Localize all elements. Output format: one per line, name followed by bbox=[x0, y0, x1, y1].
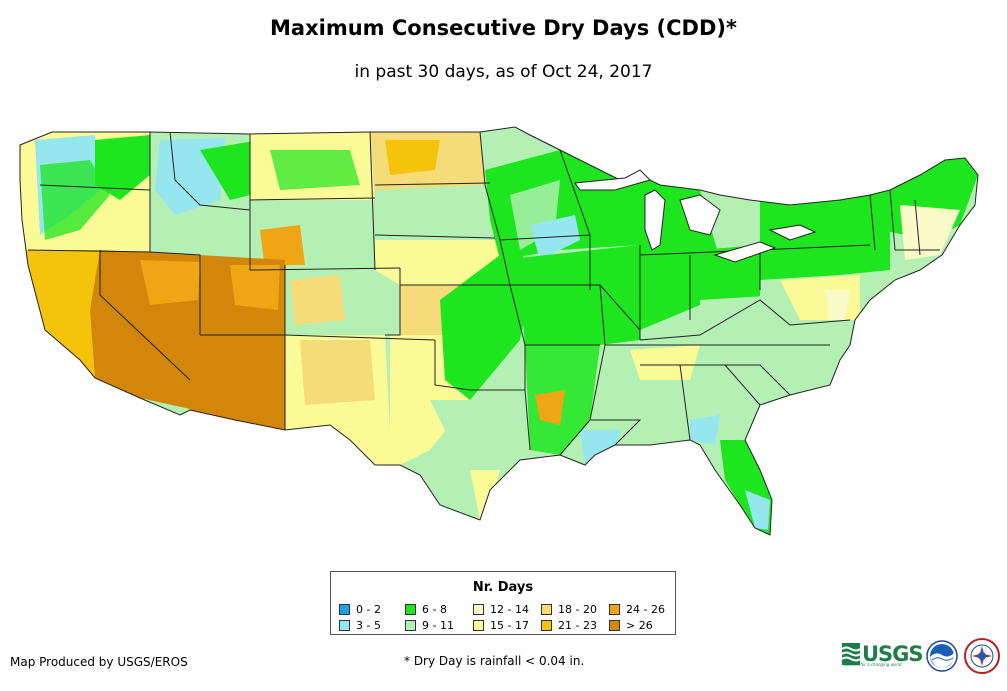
legend-label: 24 - 26 bbox=[626, 602, 665, 616]
legend-swatch bbox=[473, 603, 484, 615]
legend-item: 15 - 17 bbox=[473, 617, 541, 633]
legend-label: 0 - 2 bbox=[356, 602, 381, 616]
legend-item: 6 - 8 bbox=[405, 601, 473, 617]
legend-item: 12 - 14 bbox=[473, 601, 541, 617]
nws-logo-icon bbox=[964, 638, 1000, 674]
legend-swatch bbox=[405, 603, 416, 615]
usgs-wordmark: USGS bbox=[862, 642, 924, 666]
legend-title: Nr. Days bbox=[472, 580, 534, 595]
map-title: Maximum Consecutive Dry Days (CDD)* bbox=[270, 16, 737, 40]
legend-label: > 26 bbox=[626, 618, 653, 632]
legend-label: 18 - 20 bbox=[558, 602, 597, 616]
usgs-logo: USGS bbox=[842, 642, 924, 666]
usgs-tagline: science for a changing world bbox=[844, 662, 902, 667]
legend-swatch bbox=[339, 619, 350, 631]
legend-item: 3 - 5 bbox=[339, 617, 405, 633]
legend-item: 0 - 2 bbox=[339, 601, 405, 617]
agency-logos: USGS science for a changing world bbox=[842, 636, 1002, 676]
legend-swatch bbox=[609, 603, 620, 615]
legend-swatch bbox=[405, 619, 416, 631]
legend-label: 9 - 11 bbox=[422, 618, 454, 632]
noaa-logo-icon bbox=[926, 640, 958, 672]
legend-label: 12 - 14 bbox=[490, 602, 529, 616]
legend-swatch bbox=[609, 619, 620, 631]
usgs-waves-icon bbox=[842, 643, 860, 665]
legend-item: 21 - 23 bbox=[541, 617, 609, 633]
producer-credit: Map Produced by USGS/EROS bbox=[10, 655, 188, 669]
legend-swatch bbox=[541, 603, 552, 615]
legend-swatch bbox=[541, 619, 552, 631]
legend-item: > 26 bbox=[609, 617, 677, 633]
legend-item: 24 - 26 bbox=[609, 601, 677, 617]
map-subtitle: in past 30 days, as of Oct 24, 2017 bbox=[354, 62, 653, 82]
dry-day-footnote: * Dry Day is rainfall < 0.04 in. bbox=[404, 654, 585, 668]
legend-item: 18 - 20 bbox=[541, 601, 609, 617]
legend-label: 6 - 8 bbox=[422, 602, 447, 616]
legend-swatch bbox=[339, 603, 350, 615]
legend-item: 9 - 11 bbox=[405, 617, 473, 633]
legend-swatch bbox=[473, 619, 484, 631]
legend-label: 15 - 17 bbox=[490, 618, 529, 632]
legend-label: 3 - 5 bbox=[356, 618, 381, 632]
legend-box: Nr. Days 0 - 2 3 - 5 6 - 8 9 - 11 12 - 14 15 … bbox=[330, 571, 676, 635]
legend-grid: 0 - 2 3 - 5 6 - 8 9 - 11 12 - 14 15 - 17 18 - … bbox=[339, 601, 677, 633]
us-cdd-map bbox=[19, 126, 979, 536]
legend-label: 21 - 23 bbox=[558, 618, 597, 632]
